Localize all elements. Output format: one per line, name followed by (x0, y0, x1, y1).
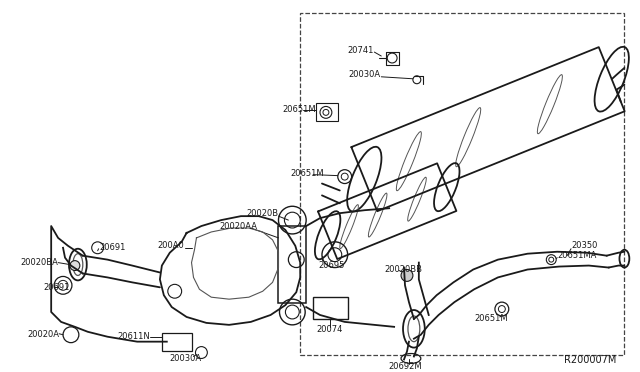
Text: 20692M: 20692M (388, 362, 422, 371)
Text: 20020B: 20020B (247, 209, 279, 218)
Text: 20695: 20695 (318, 261, 344, 270)
Text: 20651MA: 20651MA (557, 251, 596, 260)
Text: 20611N: 20611N (117, 332, 150, 341)
Text: 20030A: 20030A (170, 354, 202, 363)
Bar (162, 333, 191, 350)
Text: 20741: 20741 (348, 46, 374, 55)
Text: 20020AA: 20020AA (219, 222, 257, 231)
Text: 20691: 20691 (100, 243, 126, 252)
Text: 20020A: 20020A (27, 330, 59, 339)
Circle shape (70, 261, 80, 270)
Text: 20651M: 20651M (474, 314, 508, 323)
Bar (278, 226, 306, 303)
Text: 20074: 20074 (316, 325, 342, 334)
Text: 20020BA: 20020BA (20, 258, 58, 267)
Bar (300, 13, 625, 355)
Text: 20651M: 20651M (291, 169, 324, 178)
Text: 200A0: 200A0 (157, 241, 184, 250)
Bar (316, 103, 338, 121)
Circle shape (401, 270, 413, 281)
Text: R200007M: R200007M (564, 355, 616, 365)
Text: 20020BB: 20020BB (384, 265, 422, 274)
Text: 20691: 20691 (44, 283, 70, 292)
Text: 20030A: 20030A (349, 70, 381, 79)
Text: 20350: 20350 (571, 241, 597, 250)
Text: 20651M: 20651M (282, 105, 316, 114)
Bar (313, 297, 348, 319)
